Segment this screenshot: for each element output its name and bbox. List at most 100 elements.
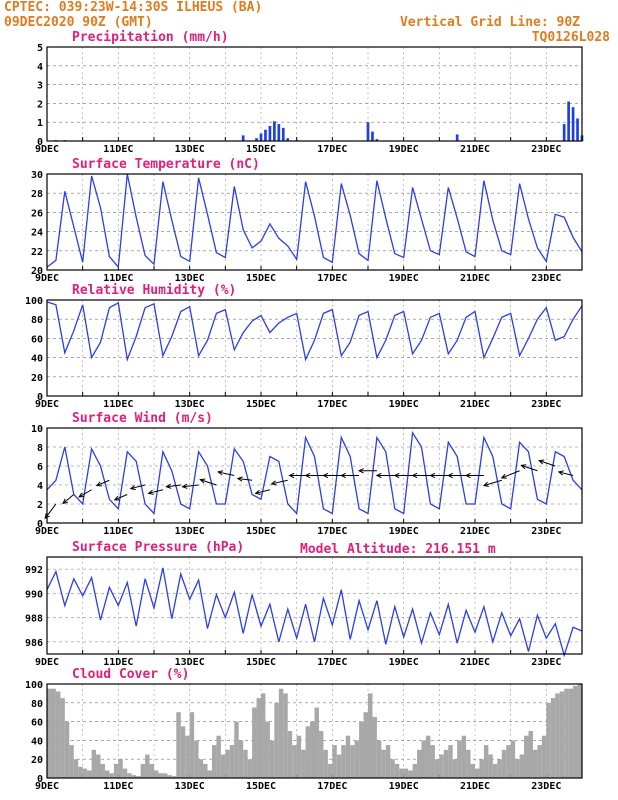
data-bar bbox=[515, 759, 520, 778]
data-bar bbox=[292, 745, 297, 778]
wind-arrow-head bbox=[199, 478, 206, 484]
y-tick-label: 24 bbox=[31, 228, 43, 239]
data-bar bbox=[122, 768, 128, 778]
data-bar bbox=[425, 735, 431, 778]
data-bar bbox=[238, 740, 244, 778]
data-bar bbox=[375, 139, 379, 141]
x-tick-label: 17DEC bbox=[317, 399, 347, 410]
data-bar bbox=[332, 745, 337, 778]
x-tick-label: 15DEC bbox=[246, 273, 276, 284]
data-bar bbox=[283, 693, 288, 778]
panel-frame bbox=[46, 556, 583, 655]
data-bar bbox=[363, 712, 368, 778]
data-bar bbox=[69, 745, 74, 778]
x-tick-label: 17DEC bbox=[317, 144, 347, 155]
data-bar bbox=[243, 749, 248, 778]
x-tick-label: 21DEC bbox=[460, 781, 490, 792]
y-tick-label: 26 bbox=[31, 208, 43, 219]
data-bar bbox=[305, 726, 311, 778]
y-tick-label: 20 bbox=[31, 373, 43, 384]
panel-4: Surface Wind (m/s) 0 2 4 6 8 10 9DEC 11DEC 13DEC 1… bbox=[31, 411, 583, 537]
y-tick-label: 4 bbox=[37, 481, 43, 492]
data-bar bbox=[154, 770, 159, 778]
data-bar bbox=[176, 712, 181, 778]
wind-arrow-head bbox=[538, 459, 545, 465]
y-tick-label: 2 bbox=[37, 500, 43, 511]
data-bar bbox=[185, 735, 190, 778]
panel-title: Relative Humidity (%) bbox=[72, 283, 236, 298]
y-tick-label: 0 bbox=[37, 137, 43, 148]
wind-arrow-head bbox=[340, 472, 346, 479]
y-tick-label: 60 bbox=[31, 334, 43, 345]
data-bar bbox=[162, 773, 168, 778]
y-tick-label: 80 bbox=[31, 699, 43, 710]
x-tick-label: 21DEC bbox=[460, 526, 490, 537]
x-tick-label: 17DEC bbox=[317, 526, 347, 537]
data-bar bbox=[140, 763, 146, 778]
data-bar bbox=[189, 712, 195, 778]
wind-arrow-shaft bbox=[182, 484, 199, 488]
data-bar bbox=[359, 721, 364, 778]
data-bar bbox=[555, 693, 560, 778]
data-bar bbox=[510, 740, 516, 778]
wind-arrow-head bbox=[288, 472, 295, 479]
data-bar bbox=[532, 749, 538, 778]
x-tick-label: 9DEC bbox=[35, 526, 59, 537]
data-bar bbox=[519, 754, 525, 778]
y-tick-label: 40 bbox=[31, 354, 43, 365]
panel-title: Surface Wind (m/s) bbox=[72, 411, 213, 426]
wind-arrow-head bbox=[254, 489, 261, 495]
data-bar bbox=[269, 740, 275, 778]
wind-arrow-head bbox=[429, 472, 436, 479]
data-bar bbox=[559, 691, 565, 778]
x-tick-label: 23DEC bbox=[531, 144, 561, 155]
data-bar bbox=[455, 134, 459, 141]
data-bar bbox=[506, 745, 511, 778]
data-bar bbox=[229, 745, 235, 778]
data-bar bbox=[261, 693, 266, 778]
data-bar bbox=[327, 763, 333, 778]
wind-arrow-head bbox=[44, 513, 50, 520]
data-bar bbox=[439, 754, 444, 778]
x-tick-label: 11DEC bbox=[103, 526, 133, 537]
wind-arrow-head bbox=[95, 481, 102, 487]
model-altitude: Model Altitude: 216.151 m bbox=[300, 542, 496, 557]
panel-title: Precipitation (mm/h) bbox=[72, 30, 229, 45]
data-bar bbox=[443, 749, 449, 778]
data-bar bbox=[255, 138, 258, 141]
data-bar bbox=[524, 735, 529, 778]
data-bar bbox=[51, 688, 56, 778]
x-tick-label: 19DEC bbox=[389, 657, 419, 668]
data-bar bbox=[461, 735, 467, 778]
wind-arrow-head bbox=[147, 489, 154, 495]
x-tick-label: 9DEC bbox=[35, 781, 59, 792]
wind-arrow-shaft bbox=[130, 484, 146, 490]
panel-frame bbox=[46, 173, 583, 271]
x-tick-label: 21DEC bbox=[460, 144, 490, 155]
data-bar bbox=[96, 754, 101, 778]
x-tick-label: 11DEC bbox=[103, 657, 133, 668]
data-line bbox=[46, 567, 583, 658]
data-bar bbox=[466, 749, 471, 778]
data-bar bbox=[448, 745, 453, 778]
data-bar bbox=[488, 754, 493, 778]
y-tick-label: 0 bbox=[37, 392, 43, 403]
x-tick-label: 15DEC bbox=[246, 657, 276, 668]
data-bar bbox=[390, 759, 395, 778]
data-bar bbox=[100, 763, 105, 778]
y-tick-label: 990 bbox=[25, 589, 43, 600]
wind-arrow-shaft bbox=[255, 489, 271, 494]
panel-frame bbox=[46, 683, 583, 779]
data-bar bbox=[73, 759, 79, 778]
data-bar bbox=[408, 770, 413, 778]
data-bar bbox=[220, 754, 226, 778]
data-bar bbox=[354, 740, 360, 778]
data-bar bbox=[211, 745, 217, 778]
data-bar bbox=[345, 735, 351, 778]
data-bar bbox=[541, 735, 547, 778]
data-bar bbox=[145, 754, 150, 778]
y-tick-label: 4 bbox=[37, 62, 43, 73]
data-bar bbox=[457, 740, 462, 778]
data-bar bbox=[158, 773, 163, 778]
